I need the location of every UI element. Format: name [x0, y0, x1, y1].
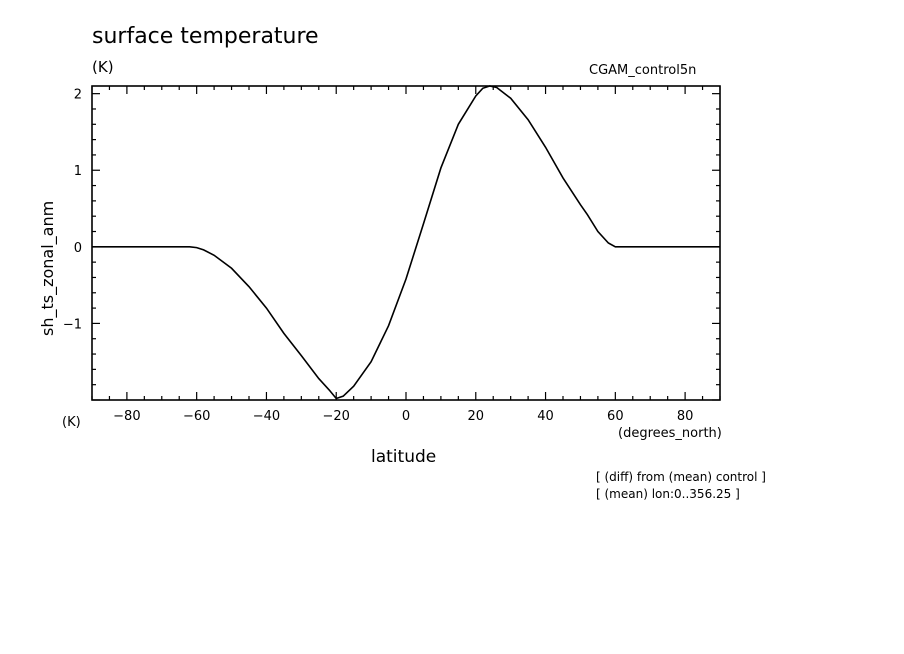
y-tick-label: 1	[74, 164, 82, 179]
x-axis-units: (degrees_north)	[618, 426, 722, 441]
y-tick-label: 0	[74, 241, 82, 256]
tick-labels: −80 −60 −40 −20 0 20 40 60 80 −1 0 1 2	[63, 88, 694, 424]
x-tick-label: 80	[677, 409, 694, 424]
x-tick-label: 60	[607, 409, 624, 424]
y-tick-label: 2	[74, 88, 82, 103]
x-axis-label: latitude	[371, 447, 437, 467]
x-tick-label: 0	[402, 409, 410, 424]
series-line	[92, 85, 720, 400]
x-tick-label: −80	[113, 409, 140, 424]
plot-frame	[91, 85, 721, 401]
x-tick-label: −60	[183, 409, 210, 424]
title-units: (K)	[92, 58, 114, 76]
y-axis-label: sh_ts_zonal_anm	[38, 200, 57, 336]
note-mean: [ (mean) lon:0..356.25 ]	[596, 487, 740, 501]
x-tick-label: −40	[253, 409, 280, 424]
note-diff: [ (diff) from (mean) control ]	[596, 470, 766, 484]
x-tick-label: 40	[537, 409, 554, 424]
tick-marks	[91, 86, 721, 401]
y-tick-label: −1	[63, 317, 82, 332]
x-tick-label: −20	[323, 409, 350, 424]
x-tick-label: 20	[468, 409, 485, 424]
y-axis-units: (K)	[62, 415, 81, 430]
chart-title: surface temperature	[92, 24, 319, 49]
run-name: CGAM_control5n	[589, 63, 697, 78]
